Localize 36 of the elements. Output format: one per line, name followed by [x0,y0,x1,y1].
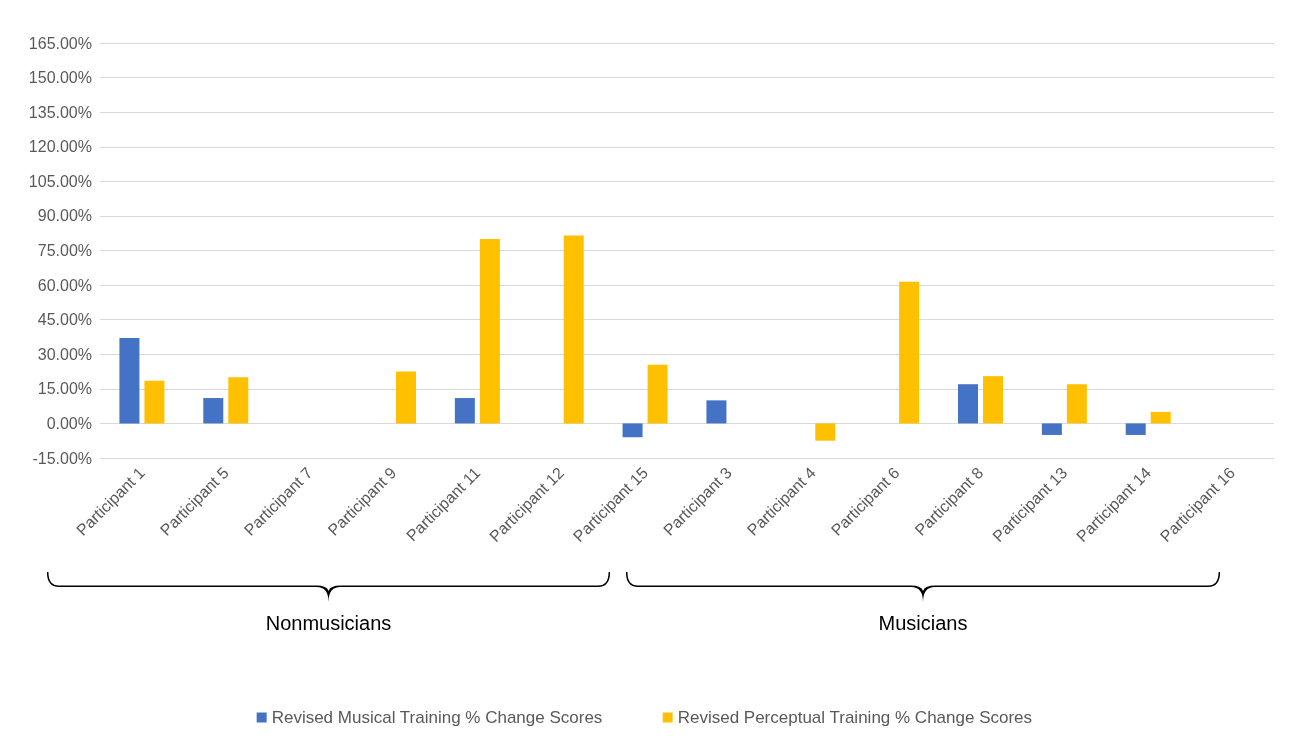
legend-label: Revised Musical Training % Change Scores [271,708,603,727]
bar [144,380,165,424]
bar [203,398,224,424]
bar [1066,384,1087,424]
y-tick-label: 165.00% [28,34,92,52]
bar [228,377,249,424]
legend-label: Revised Perceptual Training % Change Scores [677,708,1033,727]
bar [647,364,668,424]
text: Musicians [878,612,968,634]
y-tick-label: 105.00% [28,172,92,190]
bar [815,423,836,441]
y-tick-label: 0.00% [46,414,92,432]
bar [899,281,920,424]
bar [396,371,416,424]
y-tick-label: -15.00% [32,449,92,467]
bar [1041,423,1062,435]
bar [958,384,978,424]
bar [119,338,140,424]
y-tick-label: 60.00% [37,276,92,294]
y-tick-label: 15.00% [37,380,92,398]
y-tick-label: 90.00% [37,207,92,225]
y-tick-label: 75.00% [37,242,92,259]
y-tick-label: 45.00% [37,311,92,329]
bar [1150,411,1171,424]
y-tick-label: 30.00% [37,345,92,363]
y-tick-label: 135.00% [28,103,92,121]
bar [706,400,727,424]
bar [1125,423,1146,435]
bar [983,376,1003,424]
y-tick-label: 120.00% [28,138,92,156]
bar [454,398,475,424]
y-tick-label: 150.00% [28,69,92,87]
bar [479,238,500,424]
bar [622,423,643,438]
text: Nonmusicians [265,612,392,634]
bar [563,235,584,424]
